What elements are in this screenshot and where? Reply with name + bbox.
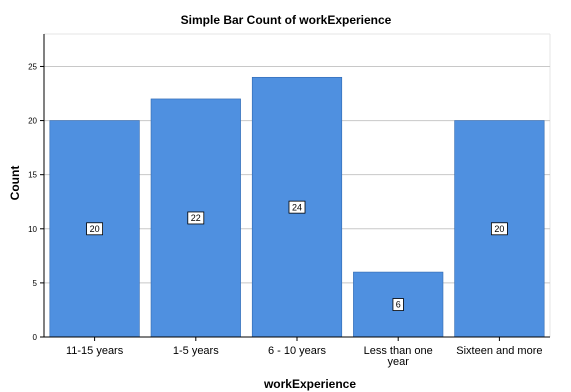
x-tick-label: Less than one year: [364, 345, 433, 368]
y-tick-label: 5: [33, 279, 38, 288]
chart-title: Simple Bar Count of workExperience: [181, 13, 392, 27]
data-label: 22: [191, 213, 201, 223]
y-axis-label: Count: [8, 166, 22, 201]
data-label: 6: [396, 300, 401, 310]
y-tick-label: 20: [28, 117, 37, 126]
data-label: 20: [494, 224, 504, 234]
x-tick-label: 11-15 years: [66, 345, 124, 357]
data-label-box: [490, 222, 508, 236]
y-tick-label: 0: [33, 333, 38, 342]
y-tick-labels: 0 5 10 15 20 25: [28, 62, 37, 342]
y-tick-label: 15: [28, 171, 37, 180]
data-label-box: [288, 200, 306, 214]
data-label: 24: [292, 202, 302, 212]
x-axis-label: workExperience: [263, 377, 356, 391]
axes: [40, 34, 550, 341]
x-tick-labels: 11-15 years 1-5 years 6 - 10 years Less tha…: [66, 345, 543, 368]
x-tick-label: 1-5 years: [173, 345, 219, 357]
data-labels: 20 22 24 6 20: [86, 200, 508, 311]
data-label-box: [86, 222, 103, 236]
data-label-box: [187, 211, 205, 225]
data-label-box: [392, 298, 404, 311]
data-label: 20: [90, 224, 100, 234]
y-tick-label: 10: [28, 225, 37, 234]
x-tick-label: Sixteen and more: [456, 345, 542, 357]
y-tick-label: 25: [28, 62, 37, 71]
x-tick-label: 6 - 10 years: [268, 345, 327, 357]
